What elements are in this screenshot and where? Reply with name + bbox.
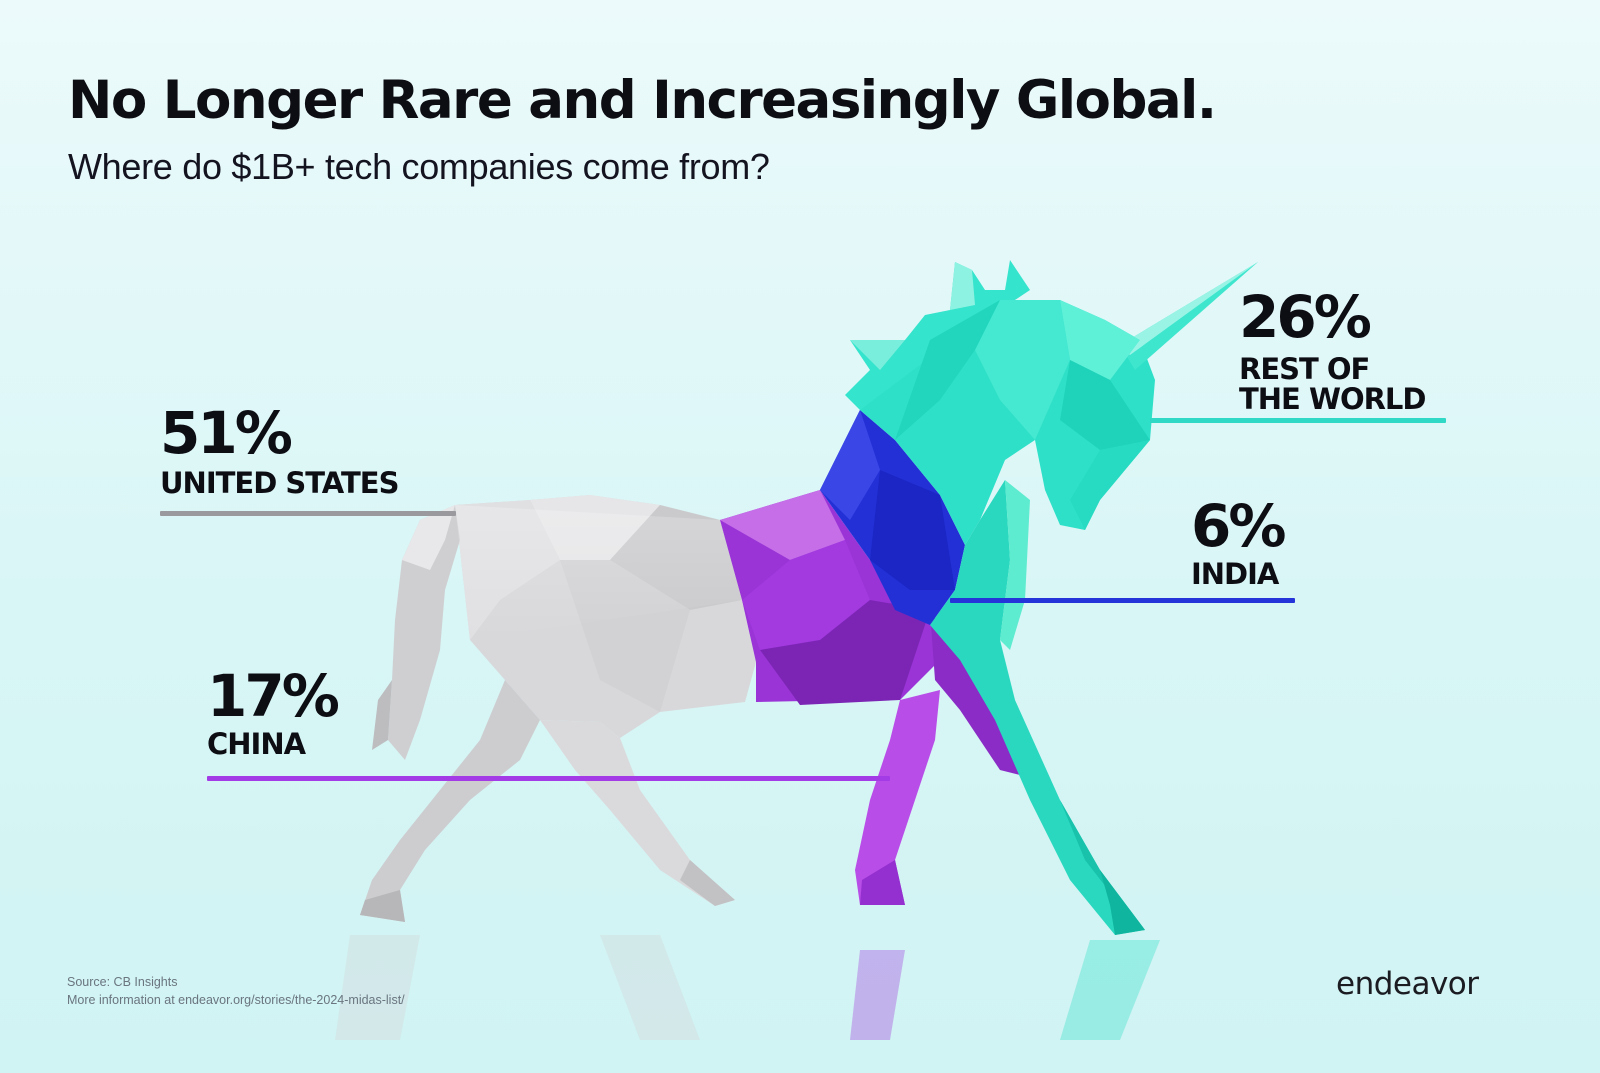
category-label-india: INDIA — [1191, 557, 1279, 591]
value-label-rest-of-world: 26% — [1239, 283, 1372, 351]
segment-india — [820, 410, 965, 625]
leader-line-china — [207, 776, 890, 781]
stat-china: 17% CHINA — [207, 662, 340, 761]
source-note: Source: CB Insights More information at … — [67, 973, 405, 1009]
stat-rest-of-world: 26% REST OF THE WORLD — [1239, 283, 1426, 417]
segment-china — [720, 490, 1040, 905]
category-label-rest-of-world-line2: THE WORLD — [1239, 382, 1426, 417]
leader-line-united-states — [160, 511, 456, 516]
leader-line-india — [950, 598, 1295, 603]
chart-subtitle: Where do $1B+ tech companies come from? — [68, 146, 770, 187]
chart-title: No Longer Rare and Increasingly Global. — [68, 70, 1217, 131]
category-label-united-states: UNITED STATES — [160, 466, 399, 500]
segment-rest-of-world — [845, 260, 1258, 935]
body-highlight — [455, 505, 742, 640]
more-info-text: More information at endeavor.org/stories… — [67, 993, 405, 1007]
value-label-india: 6% — [1191, 492, 1287, 560]
source-text: Source: CB Insights — [67, 975, 178, 989]
stat-india: 6% INDIA — [1191, 492, 1287, 591]
unicorn-reflection — [335, 935, 1160, 1040]
category-label-rest-of-world-line1: REST OF — [1239, 352, 1370, 386]
stat-united-states: 51% UNITED STATES — [160, 399, 399, 500]
leader-line-rest-of-world — [1150, 418, 1446, 423]
value-label-united-states: 51% — [160, 399, 293, 467]
endeavor-logo: endeavor — [1336, 966, 1479, 1002]
category-label-china: CHINA — [207, 727, 306, 761]
value-label-china: 17% — [207, 662, 340, 730]
